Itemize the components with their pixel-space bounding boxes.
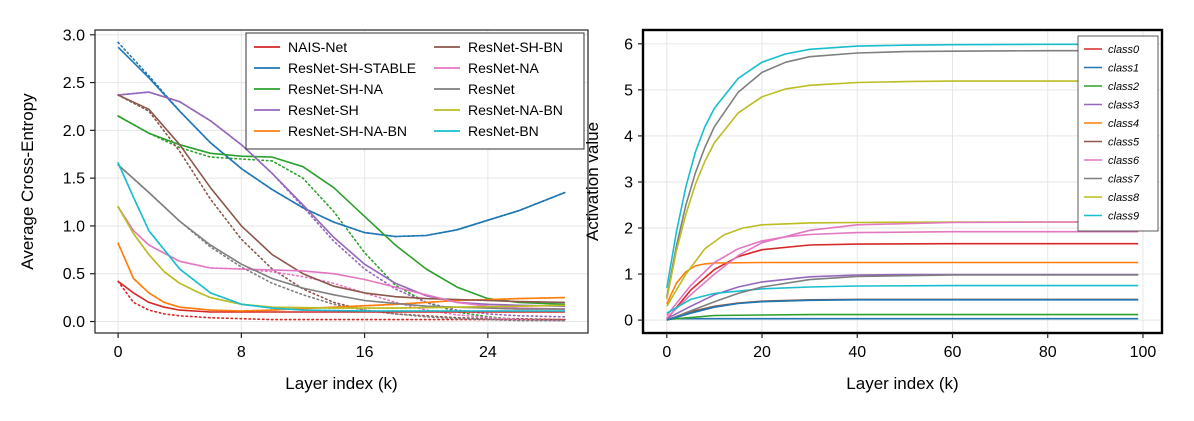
y-tick-label: 3 xyxy=(624,174,633,191)
legend-label: ResNet-BN xyxy=(468,123,539,139)
series-line-resnet-sh-stable xyxy=(117,46,566,238)
x-tick-label: 8 xyxy=(237,344,246,361)
x-tick-label: 0 xyxy=(114,344,123,361)
y-tick-label: 1.5 xyxy=(63,171,85,188)
legend-label: NAIS-Net xyxy=(288,39,347,55)
series-line-unlabeled xyxy=(666,221,1139,319)
series-line-resnet-bn xyxy=(117,162,565,312)
legend-label: ResNet-SH-NA xyxy=(288,81,384,97)
series-dotted-resnet xyxy=(117,164,566,322)
series-line-resnet-na-bn xyxy=(117,206,565,309)
y-tick-label: 6 xyxy=(624,36,633,53)
series-line-resnet xyxy=(117,164,565,310)
x-axis-label: Layer index (k) xyxy=(846,374,958,393)
legend-box xyxy=(245,32,585,150)
series-line-resnet-sh-na xyxy=(117,115,565,306)
x-tick-label: 24 xyxy=(479,344,497,361)
x-tick-label: 100 xyxy=(1130,344,1157,361)
series-line-unlabeled xyxy=(666,274,1139,321)
legend-label: ResNet-SH-STABLE xyxy=(288,60,416,76)
series-line-class7 xyxy=(666,49,1139,298)
x-tick-label: 20 xyxy=(753,344,771,361)
series-dotted-nais-net xyxy=(117,280,566,321)
series-line-class8 xyxy=(666,80,1139,300)
legend-label: class5 xyxy=(1108,137,1140,149)
y-tick-label: 0.0 xyxy=(63,314,85,331)
series-group xyxy=(117,41,566,322)
y-tick-label: 2.0 xyxy=(63,123,85,140)
legend-label: class8 xyxy=(1108,192,1140,204)
series-line-class0 xyxy=(666,242,1139,320)
series-line-resnet-sh-na-bn xyxy=(117,242,565,312)
legend-label: class1 xyxy=(1108,63,1139,75)
plot-frame xyxy=(94,29,589,334)
series-group xyxy=(666,43,1139,321)
y-tick-label: 0.5 xyxy=(63,266,85,283)
x-axis-label: Layer index (k) xyxy=(285,374,397,393)
series-dotted-resnet-sh-bn xyxy=(117,94,566,321)
x-tick-label: 16 xyxy=(356,344,374,361)
legend: class0 class1 class2 class3 class4 class5 clas… xyxy=(1077,35,1159,232)
x-tick-label: 80 xyxy=(1039,344,1057,361)
series-line-class2 xyxy=(666,313,1139,321)
legend-box xyxy=(1077,35,1159,232)
series-line-unlabeled xyxy=(666,299,1139,321)
y-tick-label: 1.0 xyxy=(63,218,85,235)
legend-label: class4 xyxy=(1108,118,1139,130)
y-tick-label: 4 xyxy=(624,128,633,145)
y-tick-label: 1 xyxy=(624,267,633,284)
x-tick-label: 40 xyxy=(848,344,866,361)
series-dotted-resnet-sh-na xyxy=(117,115,566,322)
x-tick-label: 0 xyxy=(662,344,671,361)
legend-label: class6 xyxy=(1108,155,1140,167)
y-tick-label: 5 xyxy=(624,82,633,99)
legend-label: ResNet-SH-NA-BN xyxy=(288,123,407,139)
legend-label: ResNet-SH xyxy=(288,102,359,118)
y-tick-label: 2 xyxy=(624,221,633,238)
legend-label: class9 xyxy=(1108,211,1139,223)
legend-label: ResNet-SH-BN xyxy=(468,39,563,55)
y-axis-label: Activation value xyxy=(583,122,602,241)
legend-label: ResNet xyxy=(468,81,515,97)
legend-label: class3 xyxy=(1108,100,1140,112)
right-panel: 0 20 40 60 80 100 0 1 2 3 4 5 6 Layer index (k) Activa… xyxy=(583,28,1164,393)
series-line-class9 xyxy=(666,43,1139,289)
series-line-resnet-sh-bn xyxy=(117,94,565,304)
left-panel: 0 8 16 24 0.0 0.5 1.0 1.5 2.0 2.5 3.0 Layer index (… xyxy=(18,27,589,393)
series-line-unlabeled xyxy=(666,284,1139,314)
y-axis-label: Average Cross-Entropy xyxy=(18,93,37,270)
series-line-nais-net xyxy=(117,280,565,313)
legend-label: class7 xyxy=(1108,174,1140,186)
legend-label: ResNet-NA-BN xyxy=(468,102,563,118)
legend-label: class0 xyxy=(1108,44,1140,56)
legend-label: class2 xyxy=(1108,81,1139,93)
series-line-resnet-sh xyxy=(118,91,565,307)
x-tick-label: 60 xyxy=(944,344,962,361)
y-tick-label: 2.5 xyxy=(63,75,85,92)
legend: NAIS-Net ResNet-SH-STABLE ResNet-SH-NA ResN… xyxy=(245,32,585,150)
legend-label: ResNet-NA xyxy=(468,60,539,76)
y-tick-label: 3.0 xyxy=(63,27,85,44)
series-line-resnet-na xyxy=(117,206,565,310)
y-tick-label: 0 xyxy=(624,313,633,330)
